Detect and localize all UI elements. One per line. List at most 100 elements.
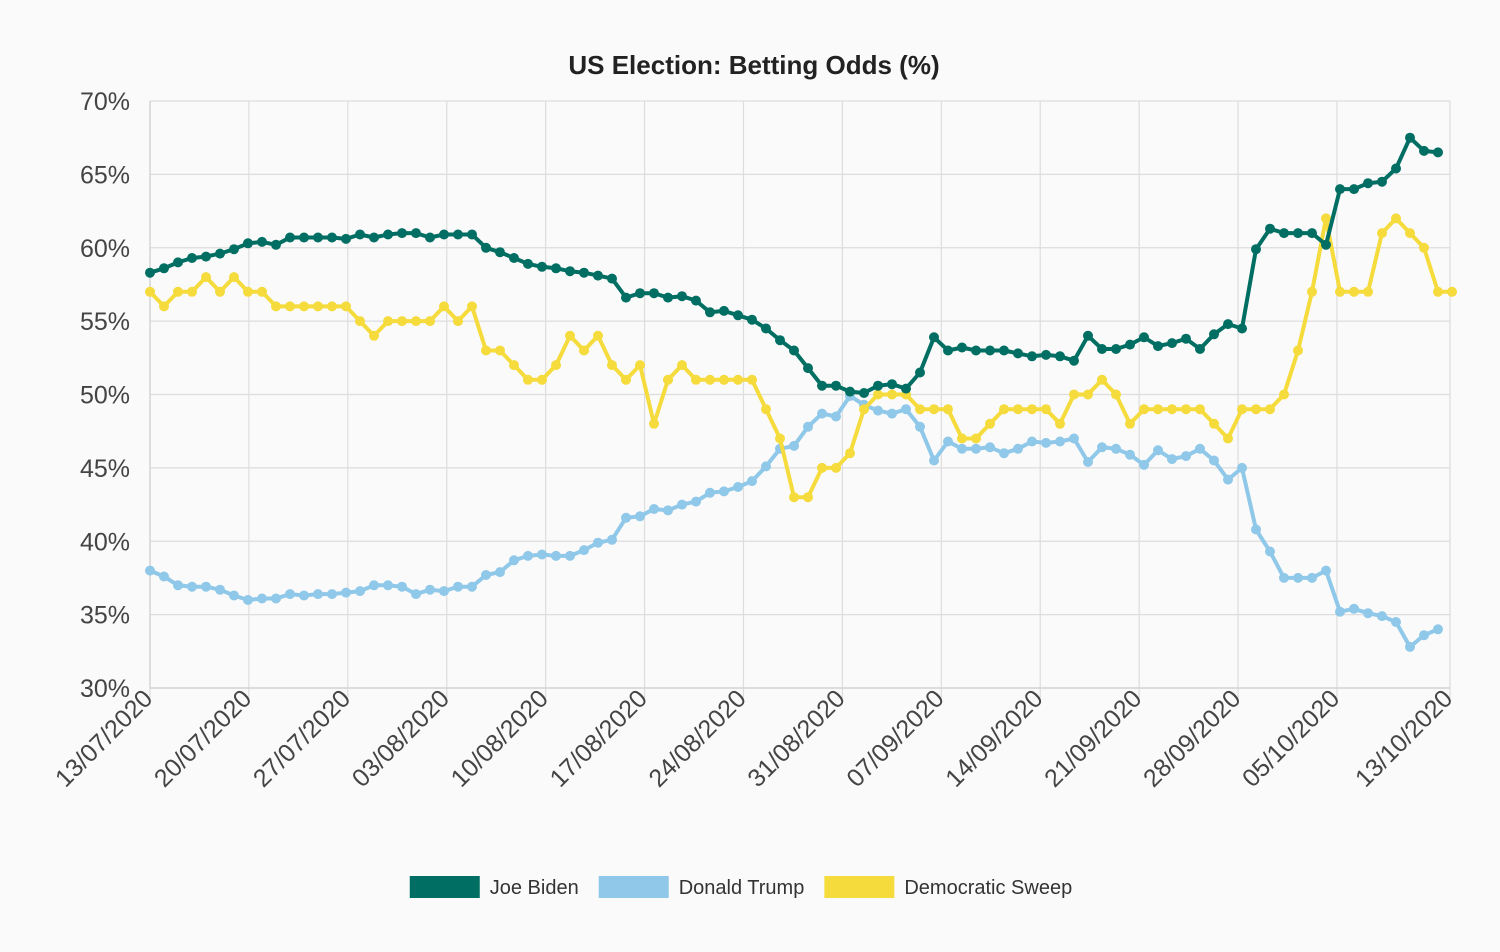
data-point [887,408,897,419]
data-point [1027,404,1037,415]
data-point [929,455,939,466]
data-point [1139,332,1149,343]
y-tick-label: 65% [80,161,130,189]
data-point [1139,404,1149,415]
data-point [817,408,827,419]
data-point [1069,389,1079,400]
data-point [481,570,491,580]
data-point [285,301,295,312]
data-point [1321,213,1331,224]
data-point [1279,389,1289,400]
data-point [341,301,351,312]
data-point [439,229,449,240]
data-point [747,476,757,487]
data-point [1125,449,1135,460]
data-point [803,421,813,432]
data-point [761,323,771,334]
data-point [523,258,533,269]
data-point [1433,286,1443,297]
data-point [1391,163,1401,174]
data-point [733,482,743,492]
data-point [327,589,337,600]
data-point [313,301,323,312]
data-point [1293,228,1303,239]
data-point [1307,572,1317,583]
data-point [551,360,561,371]
data-point [257,593,267,604]
data-point [1223,433,1233,444]
data-point [915,421,925,432]
data-point [593,330,603,341]
data-point [1405,228,1415,239]
data-point [509,360,519,371]
data-point [677,360,687,371]
data-point [1447,286,1457,297]
data-point [271,239,281,250]
data-point [215,584,225,595]
data-point [677,291,687,302]
data-point [1265,223,1275,234]
data-point [1363,608,1373,619]
data-point [1153,404,1163,415]
data-point [1055,418,1065,429]
data-point [1293,572,1303,583]
data-point [971,433,981,444]
y-tick-label: 60% [80,235,130,263]
data-point [747,374,757,385]
data-point [929,332,939,343]
data-point [1405,132,1415,143]
x-tick-label: 10/08/2020 [446,684,554,792]
data-point [719,305,729,316]
data-point [1125,418,1135,429]
data-point [985,345,995,356]
data-point [1111,344,1121,354]
data-point [887,379,897,390]
x-axis-ticks: 13/07/202020/07/202027/07/202003/08/2020… [50,684,1458,792]
data-point [383,580,393,591]
data-point [943,436,953,447]
data-point [1335,184,1345,195]
data-point [201,581,211,592]
data-point [817,380,827,391]
data-point [1349,184,1359,195]
data-point [1195,344,1205,354]
data-point [397,316,407,327]
data-point [215,286,225,297]
data-point [523,374,533,385]
data-point [355,586,365,597]
data-point [1111,389,1121,400]
data-point [845,448,855,459]
grid-lines [149,100,1451,698]
legend-item[interactable]: Joe Biden [409,876,579,899]
data-point [1377,228,1387,239]
legend-item[interactable]: Democratic Sweep [824,876,1072,899]
data-point [1055,436,1065,447]
x-tick-label: 03/08/2020 [347,684,455,792]
data-point [201,272,211,283]
data-point [187,286,197,297]
data-point [789,440,799,451]
data-point [1223,319,1233,330]
data-point [1139,459,1149,470]
data-point [943,404,953,415]
data-point [1405,641,1415,652]
data-point [859,388,869,398]
data-point [201,251,211,262]
data-point [173,580,183,591]
data-point [607,534,617,545]
data-point [733,374,743,385]
data-point [1069,433,1079,444]
data-point [397,228,407,239]
data-point [1195,443,1205,454]
data-point [719,486,729,497]
data-point [495,247,505,258]
data-point [621,374,631,385]
data-point [1083,457,1093,467]
data-point [915,367,925,378]
data-point [1027,436,1037,447]
data-point [705,374,715,385]
data-point [355,316,365,327]
legend-item[interactable]: Donald Trump [598,876,805,899]
